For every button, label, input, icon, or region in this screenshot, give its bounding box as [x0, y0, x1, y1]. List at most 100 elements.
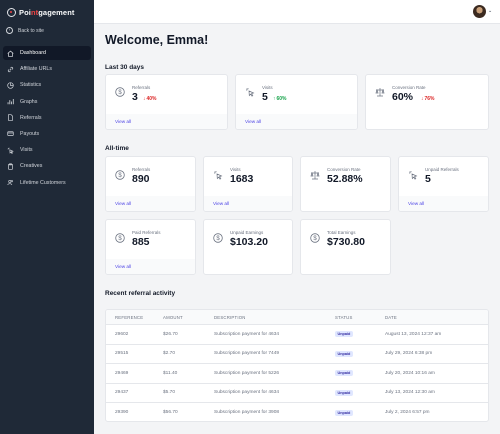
- referrals-table: REFERENCE AMOUNT DESCRIPTION STATUS DATE…: [105, 309, 489, 422]
- view-all-link[interactable]: View all: [106, 196, 195, 211]
- stat-label: Unpaid Referrals: [425, 167, 459, 172]
- logo-text: Pointgagement: [19, 7, 75, 17]
- cell-date: July 13, 2024 12:30 am: [385, 390, 435, 396]
- page-title: Welcome, Emma!: [105, 33, 209, 47]
- credit-card-icon: [7, 131, 14, 137]
- dollar-circle-icon: $: [310, 233, 320, 243]
- svg-text:$: $: [118, 236, 122, 242]
- cell-reference: 29390: [115, 410, 129, 416]
- cell-description: Subscription payment for 4634: [214, 331, 280, 337]
- column-header: DATE: [385, 314, 397, 320]
- clipboard-icon: [8, 163, 13, 170]
- cursor-click-icon: [7, 147, 14, 154]
- app-logo[interactable]: Pointgagement: [7, 7, 74, 17]
- table-row: 29390 $56.70 Subscription payment for 39…: [106, 403, 488, 421]
- chevron-down-icon[interactable]: ⌄: [488, 8, 493, 14]
- arrow-up-icon: ↑: [273, 96, 276, 102]
- sidebar-item-creatives[interactable]: Creatives: [3, 159, 91, 173]
- table-row: 29602 $26.70 Subscription payment for 46…: [106, 325, 488, 345]
- stat-value: 890: [132, 173, 150, 185]
- arrow-down-icon: ↓: [421, 96, 424, 102]
- document-icon: [8, 114, 13, 121]
- view-all-link[interactable]: View all: [399, 196, 488, 211]
- users-icon: [7, 179, 14, 186]
- sidebar-item-visits[interactable]: Visits: [3, 143, 91, 157]
- cursor-click-icon: [214, 171, 223, 180]
- table-header: REFERENCE AMOUNT DESCRIPTION STATUS DATE: [106, 310, 488, 325]
- dollar-circle-icon: $: [115, 233, 125, 243]
- view-all-link[interactable]: View all: [204, 196, 292, 211]
- svg-text:$: $: [118, 173, 122, 179]
- user-avatar[interactable]: [473, 5, 486, 18]
- dollar-circle-icon: $: [213, 233, 223, 243]
- bar-chart-icon: [7, 99, 14, 105]
- arrow-down-icon: ↓: [143, 96, 146, 102]
- home-icon: [7, 50, 14, 57]
- stat-card-visits-30d: Visits 5 ↑ 60% View all: [235, 74, 358, 130]
- view-all-link[interactable]: View all: [236, 114, 357, 129]
- stat-label: Paid Referrals: [132, 230, 161, 235]
- column-header: DESCRIPTION: [214, 314, 246, 320]
- link-icon: [7, 66, 14, 72]
- stat-card-conversion-all: Conversion Rate 52.88%: [300, 156, 391, 212]
- view-all-link[interactable]: View all: [106, 259, 195, 274]
- column-header: REFERENCE: [115, 314, 144, 320]
- sidebar: Pointgagement ‹ Back to site Dashboard A…: [0, 0, 94, 434]
- stat-card-referrals-30d: $ Referrals 3 ↓ 40% View all: [105, 74, 228, 130]
- chart-pie-icon: [7, 82, 14, 89]
- status-badge: Unpaid: [335, 350, 353, 357]
- stat-value: $730.80: [327, 236, 365, 248]
- stat-value: $103.20: [230, 236, 268, 248]
- stat-value: 1683: [230, 173, 254, 185]
- stat-label: Conversion Rate: [392, 85, 426, 90]
- sidebar-item-referrals[interactable]: Referrals: [3, 111, 91, 125]
- sidebar-nav: Dashboard Affiliate URLs Statistics Grap…: [3, 46, 91, 192]
- stat-card-visits-all: Visits 1683 View all: [203, 156, 293, 212]
- dollar-circle-icon: $: [115, 170, 125, 180]
- stat-label: Referrals: [132, 85, 151, 90]
- sidebar-item-dashboard[interactable]: Dashboard: [3, 46, 91, 60]
- cell-date: July 29, 2024 6:38 pm: [385, 351, 433, 357]
- sidebar-item-affiliate-urls[interactable]: Affiliate URLs: [3, 62, 91, 76]
- cell-amount: $26.70: [163, 331, 178, 337]
- cell-amount: $5.70: [163, 390, 176, 396]
- stat-card-unpaid-earnings: $ Unpaid Earnings $103.20: [203, 219, 293, 275]
- cursor-click-icon: [246, 88, 255, 97]
- section-title-recent-referrals: Recent referral activity: [105, 290, 176, 297]
- svg-text:$: $: [216, 236, 220, 242]
- sidebar-item-graphs[interactable]: Graphs: [3, 95, 91, 109]
- cell-date: August 13, 2024 12:37 am: [385, 331, 442, 337]
- stat-card-unpaid-referrals: Unpaid Referrals 5 View all: [398, 156, 489, 212]
- stat-label: Visits: [230, 167, 241, 172]
- stat-change: ↓ 40%: [143, 96, 157, 102]
- stat-change: ↑ 60%: [273, 96, 287, 102]
- stat-value: 60%: [392, 91, 414, 103]
- stat-label: Referrals: [132, 167, 151, 172]
- cell-reference: 29437: [115, 390, 129, 396]
- dollar-circle-icon: $: [115, 87, 125, 97]
- stat-value: 885: [132, 236, 150, 248]
- sidebar-item-lifetime-customers[interactable]: Lifetime Customers: [3, 176, 91, 190]
- stat-value: 3: [132, 91, 138, 103]
- stat-card-paid-referrals: $ Paid Referrals 885 View all: [105, 219, 196, 275]
- sidebar-item-payouts[interactable]: Payouts: [3, 127, 91, 141]
- stat-label: Visits: [262, 85, 273, 90]
- stat-card-conversion-30d: Conversion Rate 60% ↓ 76%: [365, 74, 489, 130]
- stat-card-referrals-all: $ Referrals 890 View all: [105, 156, 196, 212]
- cell-description: Subscription payment for 7449: [214, 351, 280, 357]
- scale-icon: [310, 171, 320, 180]
- cell-date: July 20, 2024 10:16 am: [385, 370, 435, 376]
- top-bar: [94, 0, 500, 24]
- scale-icon: [375, 88, 385, 97]
- sidebar-item-statistics[interactable]: Statistics: [3, 78, 91, 92]
- back-to-site-link[interactable]: ‹ Back to site: [6, 27, 44, 34]
- stat-change: ↓ 76%: [421, 96, 435, 102]
- logo-mark-icon: [7, 7, 16, 17]
- view-all-link[interactable]: View all: [106, 114, 227, 129]
- cell-reference: 29515: [115, 351, 129, 357]
- back-to-site-label: Back to site: [18, 27, 44, 34]
- stat-card-total-earnings: $ Total Earnings $730.80: [300, 219, 391, 275]
- stat-value: 5: [262, 91, 268, 103]
- table-row: 29437 $5.70 Subscription payment for 463…: [106, 384, 488, 403]
- column-header: AMOUNT: [163, 314, 183, 320]
